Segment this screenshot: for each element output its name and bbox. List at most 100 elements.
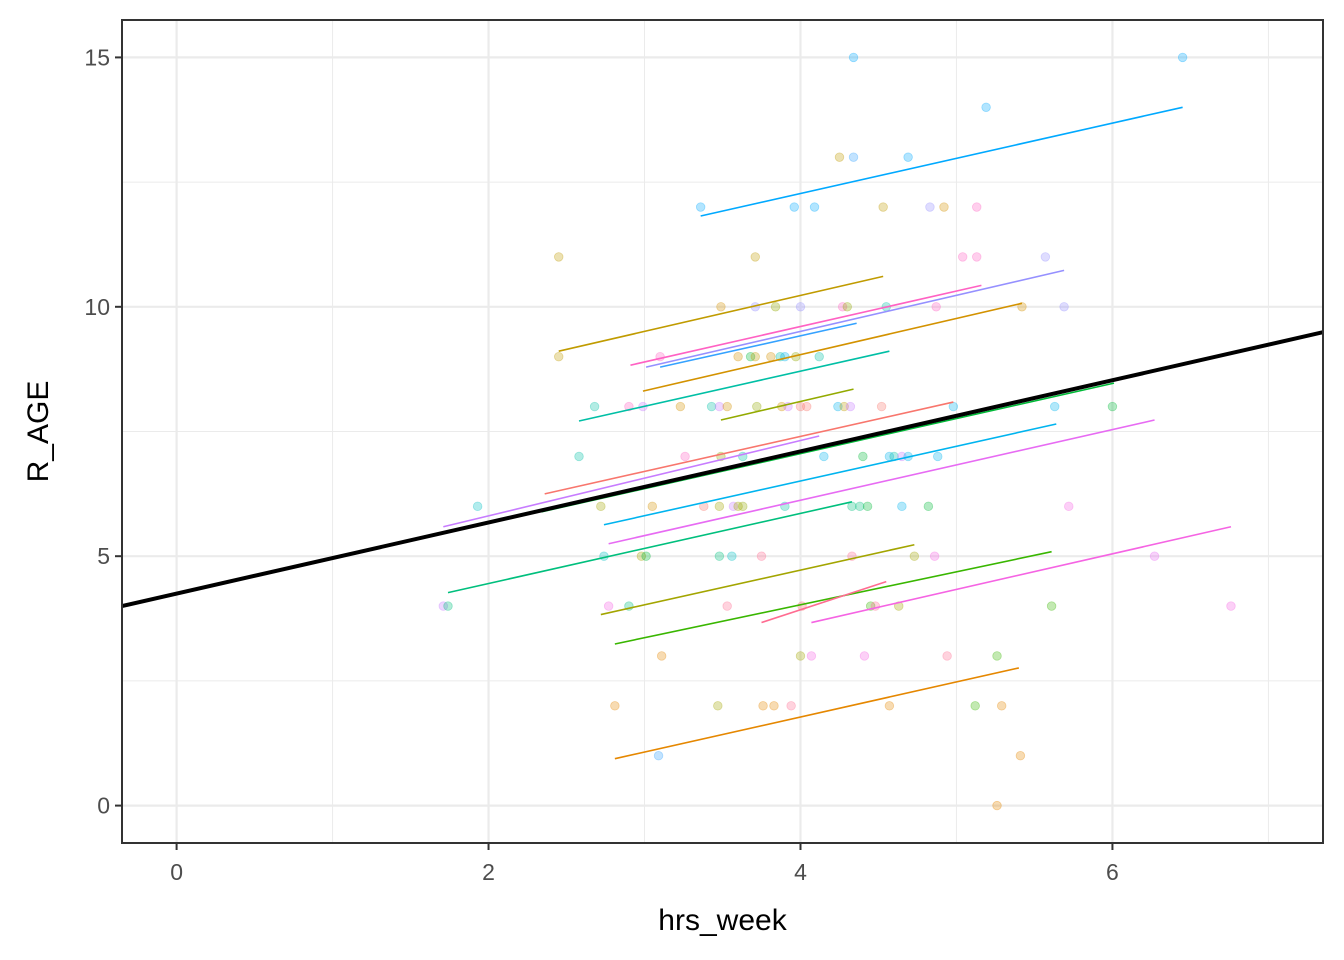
data-point — [897, 501, 907, 512]
data-point — [680, 451, 690, 462]
data-point — [554, 351, 564, 362]
data-point — [806, 651, 817, 661]
points-layer — [438, 52, 1236, 811]
data-point — [758, 701, 768, 711]
data-point — [802, 401, 812, 412]
data-point — [706, 401, 717, 412]
data-point — [909, 551, 920, 561]
data-point — [992, 800, 1002, 811]
data-point — [972, 202, 982, 212]
data-point — [1064, 501, 1074, 512]
data-point — [656, 651, 667, 661]
group-fit-line — [630, 284, 982, 366]
data-point — [878, 202, 888, 212]
y-axis-title: R_AGE — [22, 381, 55, 483]
data-point — [610, 701, 620, 711]
group-fit-line — [642, 302, 1023, 392]
data-point — [695, 202, 706, 212]
data-point — [972, 252, 982, 262]
data-point — [714, 551, 725, 561]
data-point — [596, 501, 606, 512]
data-point — [814, 351, 824, 362]
data-point — [884, 701, 895, 711]
data-point — [942, 651, 952, 661]
data-point — [923, 501, 934, 512]
group-fit-line — [443, 435, 820, 528]
data-point — [842, 302, 852, 312]
data-point — [733, 351, 743, 362]
data-point — [858, 451, 868, 462]
x-tick-label: 6 — [1106, 859, 1119, 885]
data-point — [636, 551, 647, 561]
data-point — [713, 701, 723, 711]
group-fit-line — [614, 550, 1052, 645]
data-point — [603, 601, 614, 611]
data-point — [834, 152, 845, 162]
grid-major — [122, 20, 1323, 843]
data-point — [647, 501, 658, 512]
group-fit-line — [578, 350, 890, 422]
y-tick-label: 5 — [97, 543, 110, 569]
data-point — [789, 202, 799, 212]
data-point — [738, 501, 748, 512]
data-point — [750, 252, 760, 262]
group-fit-line — [558, 275, 884, 352]
x-tick-label: 0 — [170, 859, 183, 885]
group-fit-line — [544, 401, 954, 495]
data-point — [769, 701, 779, 711]
data-point — [848, 52, 859, 63]
data-point — [992, 651, 1002, 661]
data-point — [981, 102, 991, 112]
data-point — [929, 551, 940, 561]
data-point — [795, 302, 806, 312]
data-point — [894, 601, 904, 611]
data-point — [574, 451, 584, 462]
group-fit-line — [811, 525, 1232, 624]
x-axis: 0 2 4 6 — [170, 843, 1119, 885]
group-fit-line — [659, 322, 857, 368]
data-point — [876, 401, 887, 412]
data-point — [925, 202, 935, 212]
data-point — [722, 601, 732, 611]
overall-fit-line — [121, 330, 1324, 609]
data-point — [1177, 52, 1188, 63]
data-point — [653, 751, 664, 761]
data-point — [809, 202, 820, 212]
data-point — [996, 701, 1007, 711]
group-fit-line — [761, 580, 887, 624]
data-point — [714, 401, 725, 412]
group-fit-line — [603, 423, 1057, 526]
data-point — [970, 701, 980, 711]
data-point — [589, 401, 600, 412]
data-point — [933, 451, 943, 462]
data-point — [862, 501, 873, 512]
group-fit-line — [600, 543, 915, 616]
data-point — [1107, 401, 1118, 412]
data-point — [727, 551, 737, 561]
data-point — [839, 401, 849, 412]
data-point — [939, 202, 949, 212]
data-point — [728, 501, 739, 512]
x-axis-title: hrs_week — [658, 904, 787, 937]
y-tick-label: 0 — [97, 793, 110, 819]
data-point — [931, 302, 941, 312]
y-tick-label: 10 — [84, 294, 110, 320]
overall-fit-line-layer — [121, 330, 1324, 609]
data-point — [859, 651, 870, 661]
group-fit-line — [608, 419, 1155, 545]
grid-minor — [122, 20, 1323, 843]
data-point — [554, 252, 564, 262]
data-point — [443, 601, 453, 611]
data-point — [438, 601, 449, 611]
data-point — [756, 551, 767, 561]
data-point — [1226, 601, 1236, 611]
data-point — [837, 302, 848, 312]
data-point — [714, 501, 725, 512]
data-point — [848, 152, 859, 162]
data-point — [770, 302, 781, 312]
group-fit-line — [720, 388, 854, 421]
data-point — [1059, 302, 1069, 312]
data-point — [733, 501, 743, 512]
group-fit-line — [645, 269, 1065, 368]
